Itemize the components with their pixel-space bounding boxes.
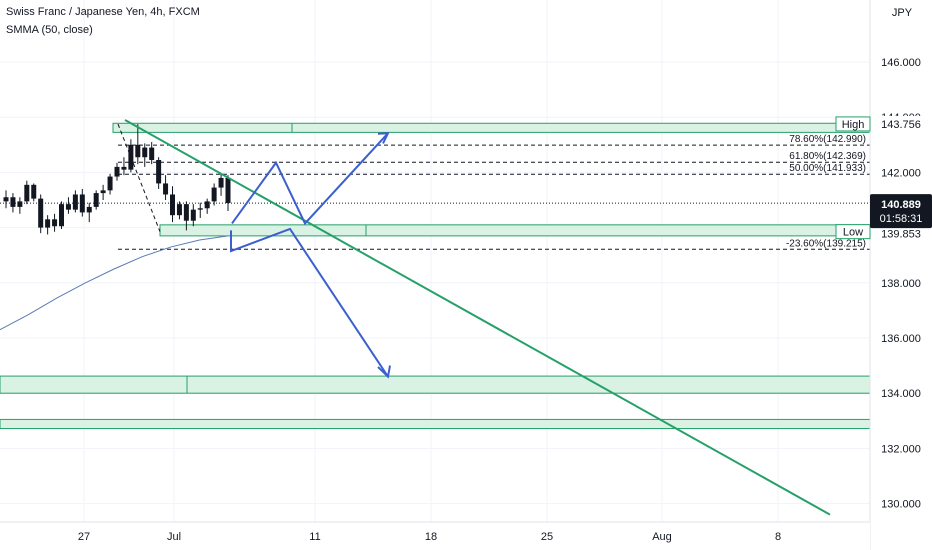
- price-tick-label: 136.000: [881, 333, 921, 345]
- fib-label: 78.60%(142.990): [789, 134, 866, 145]
- low-zone[interactable]: [159, 224, 871, 237]
- currency-label: JPY: [892, 7, 913, 19]
- price-axis-bg: [870, 0, 932, 550]
- zones-layer: [0, 122, 871, 430]
- candle-body: [93, 193, 99, 207]
- candle-body: [204, 201, 210, 209]
- candles-layer: [3, 124, 231, 235]
- smma-layer: [0, 235, 229, 331]
- high-value: 143.756: [881, 119, 921, 131]
- low-value-tag: [871, 224, 931, 241]
- countdown-timer: 01:58:31: [880, 213, 923, 225]
- candle-body: [59, 204, 64, 227]
- time-tick-label: 8: [775, 531, 781, 543]
- candle-body: [45, 219, 51, 228]
- chart-grid: [0, 0, 870, 522]
- candle-body: [24, 184, 30, 202]
- indicator-label[interactable]: SMMA (50, close): [6, 24, 93, 36]
- arrowhead-down: [377, 365, 391, 379]
- candle-body: [142, 147, 148, 158]
- support-zone-2[interactable]: [0, 418, 871, 430]
- candle-body: [176, 204, 182, 216]
- fib-label: -23.60%(139.215): [786, 238, 866, 249]
- time-tick-label: 25: [541, 531, 553, 543]
- symbol-title[interactable]: Swiss Franc / Japanese Yen, 4h, FXCM: [6, 6, 200, 18]
- candle-body: [170, 194, 175, 216]
- time-tick-label: 18: [425, 531, 437, 543]
- candle-body: [38, 198, 44, 228]
- candle-body: [3, 197, 9, 202]
- candle-body: [135, 144, 141, 158]
- price-tick-label: 132.000: [881, 443, 921, 455]
- candle-body: [156, 159, 162, 184]
- support-zone-1[interactable]: [0, 375, 871, 394]
- candle-body: [86, 206, 92, 213]
- trendline[interactable]: [124, 119, 831, 516]
- price-tick-label: 134.000: [881, 388, 921, 400]
- candle-body: [149, 147, 155, 160]
- candle-body: [128, 144, 134, 170]
- candle-body: [211, 187, 217, 202]
- candle-body: [52, 219, 58, 227]
- high-value-tag: [871, 115, 931, 132]
- fib-layer: 78.60%(142.990) 61.80%(142.369)50.00%(141…: [0, 123, 870, 250]
- candle-body: [121, 166, 127, 170]
- time-axis-bg: [0, 522, 870, 550]
- price-tick-label: 138.000: [881, 278, 921, 290]
- fib-label: 50.00%(141.933): [789, 163, 866, 174]
- candle-body: [225, 177, 231, 204]
- bearish-projection-arrow[interactable]: [230, 227, 389, 378]
- candle-body: [190, 209, 196, 221]
- price-tick-label: 142.000: [881, 167, 921, 179]
- time-tick-label: 27: [78, 531, 90, 543]
- current-price-badge[interactable]: [870, 194, 932, 229]
- time-tick-label: Aug: [652, 531, 672, 543]
- low-tag: [835, 224, 871, 240]
- candle-body: [100, 190, 106, 194]
- low-label: Low: [843, 227, 863, 239]
- high-zone[interactable]: [112, 122, 871, 133]
- candle-body: [17, 201, 23, 207]
- drawings-layer: [124, 119, 831, 516]
- price-tick-label: 146.000: [881, 57, 921, 69]
- smma-line: [0, 235, 229, 331]
- high-label: High: [842, 119, 865, 131]
- candle-body: [218, 177, 224, 188]
- time-tick-label: Jul: [167, 531, 181, 543]
- fib-diagonal: [117, 123, 161, 232]
- time-axis[interactable]: 27 Jul 11 18 25 Aug 8: [0, 521, 870, 550]
- price-tick-label: 130.000: [881, 499, 921, 511]
- arrowhead-up: [377, 132, 390, 144]
- bullish-projection-arrow[interactable]: [231, 132, 389, 226]
- candle-body: [163, 183, 169, 195]
- time-tick-label: 11: [309, 531, 320, 543]
- candle-body: [107, 176, 113, 191]
- candle-body: [65, 204, 71, 210]
- candle-body: [79, 194, 85, 213]
- current-price-value: 140.889: [881, 199, 921, 211]
- candle-body: [183, 204, 189, 221]
- price-axis[interactable]: JPY146.000144.000142.000140.000138.00013…: [835, 0, 932, 550]
- low-value: 139.853: [881, 229, 921, 241]
- candle-body: [72, 194, 78, 210]
- candle-body: [10, 197, 16, 207]
- fib-label: 61.80%(142.369): [789, 151, 866, 162]
- high-tag: [835, 116, 871, 132]
- candle-body: [31, 184, 37, 199]
- candle-body: [197, 208, 203, 210]
- candle-body: [114, 166, 120, 177]
